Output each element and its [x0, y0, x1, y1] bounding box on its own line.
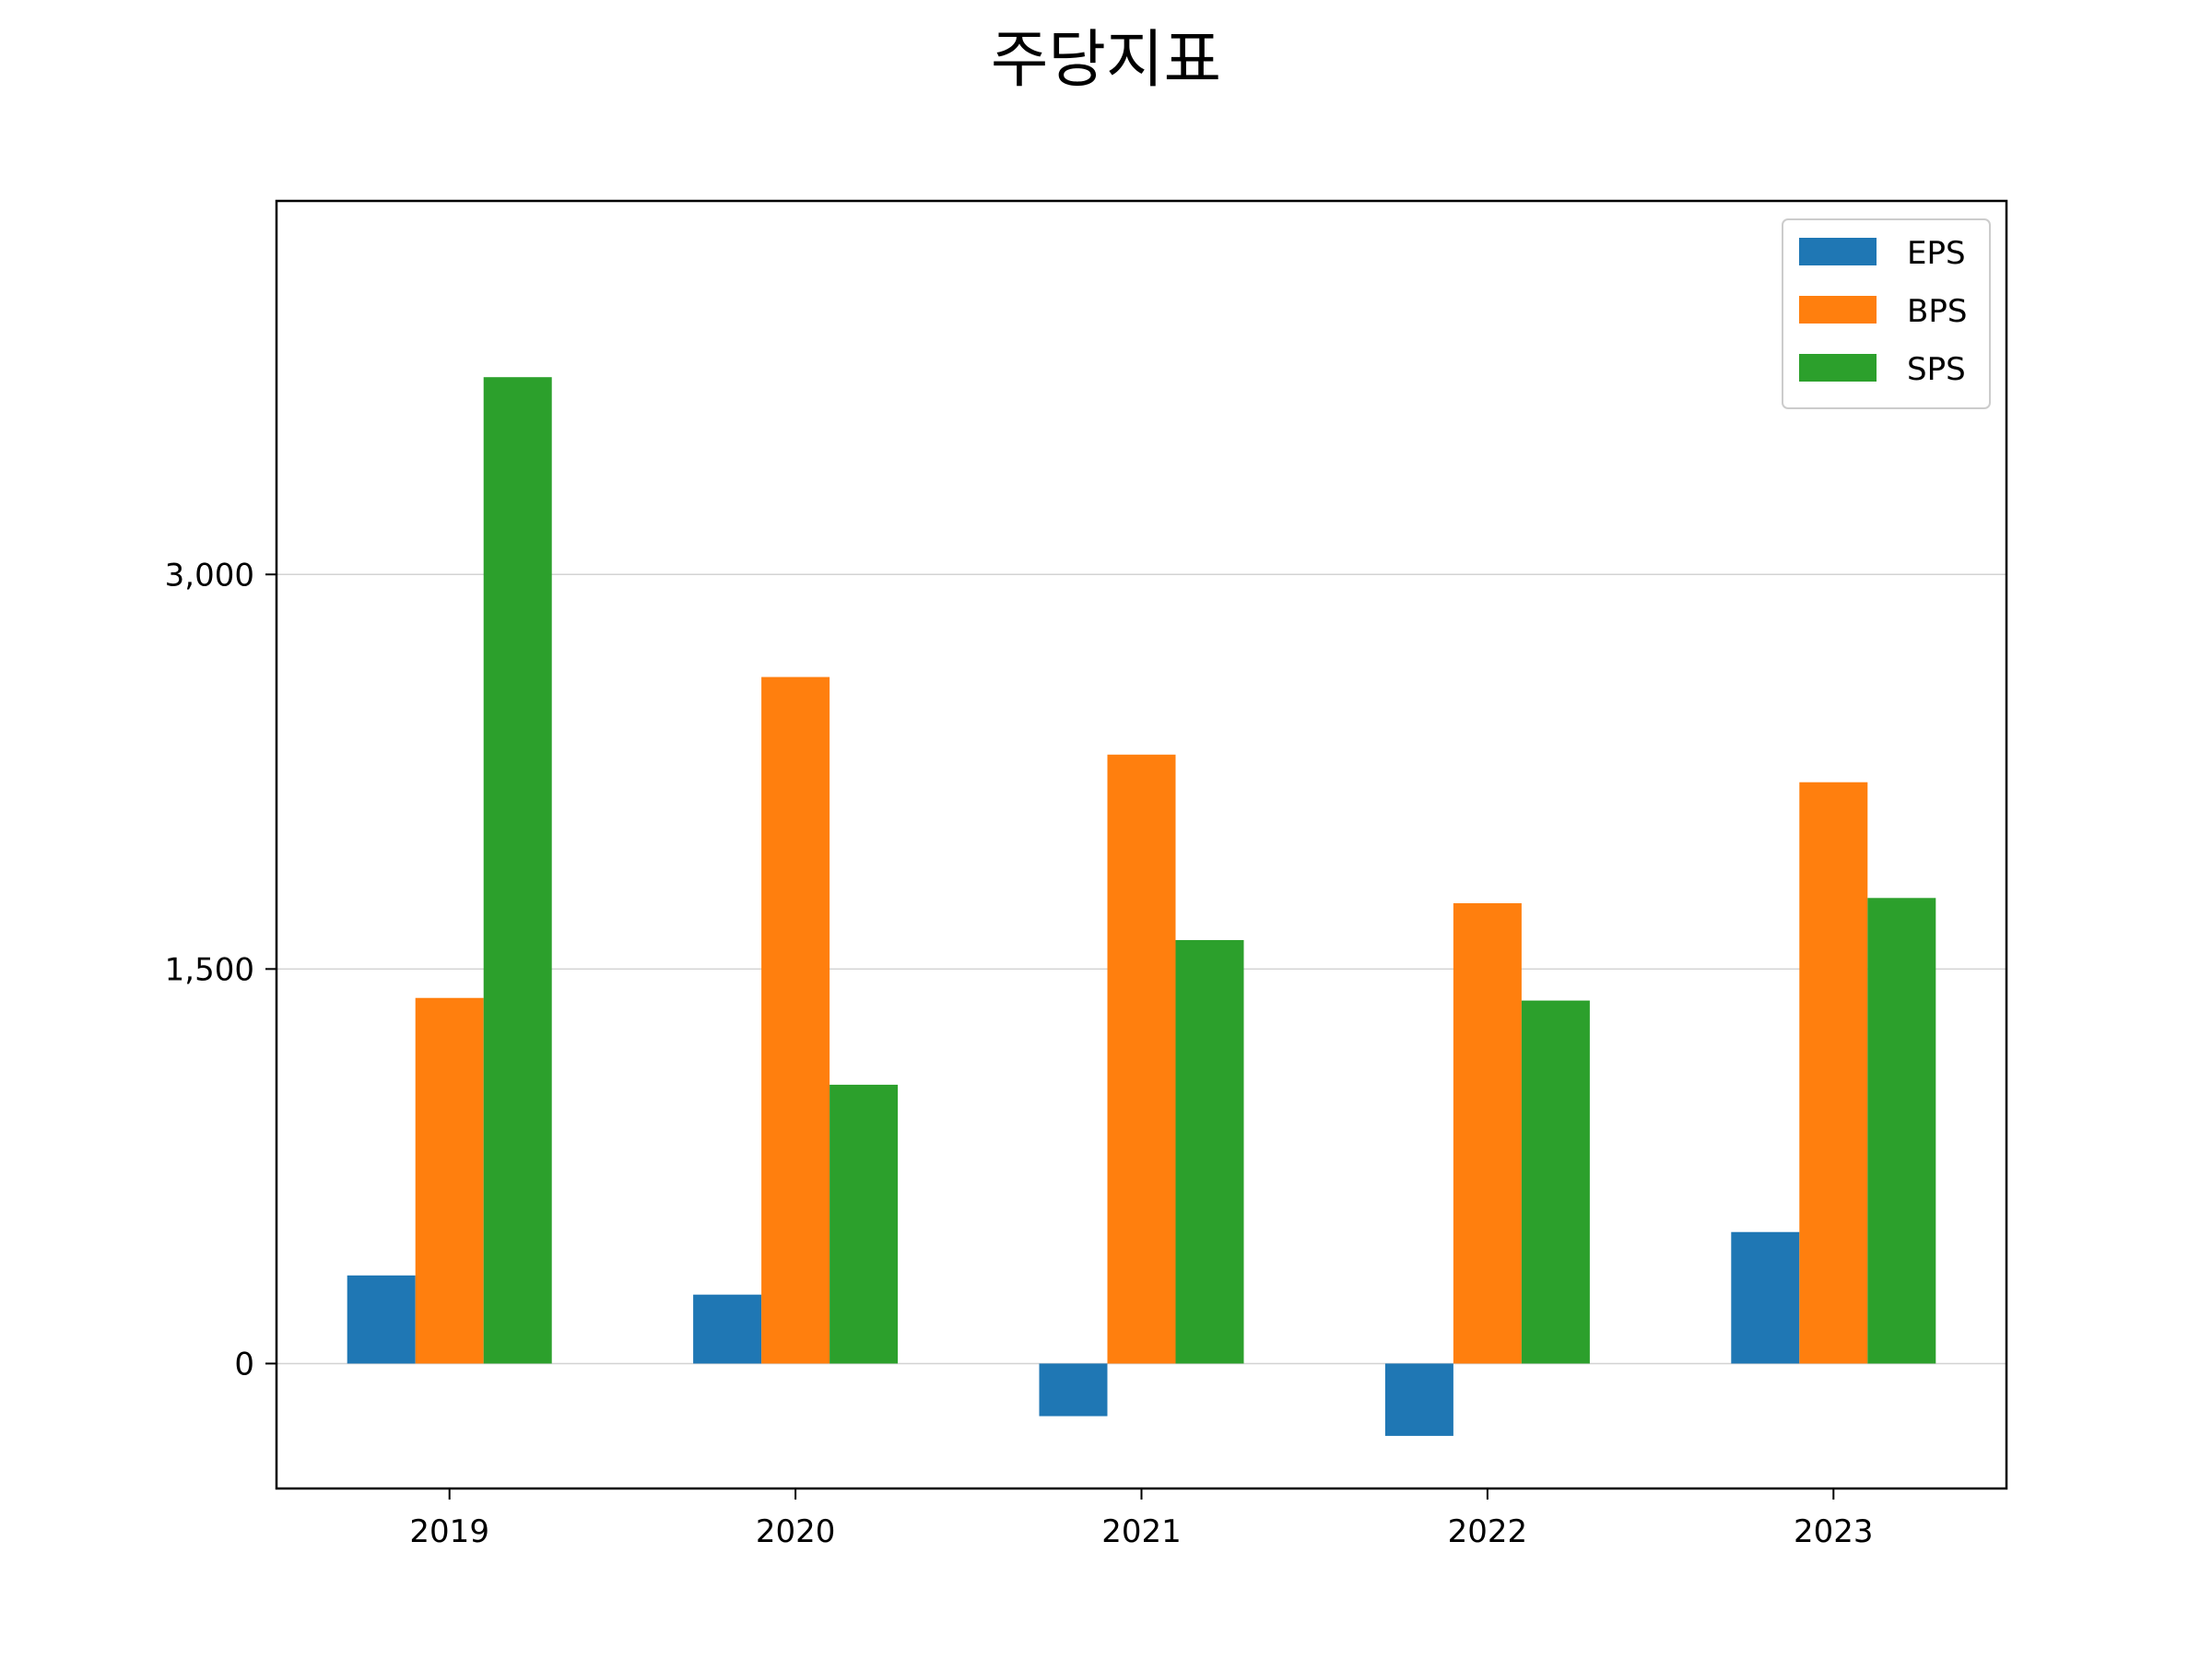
bar-eps-2019 — [347, 1275, 416, 1364]
legend: EPS BPS SPS — [1782, 218, 1991, 409]
y-tick-label: 0 — [234, 1346, 254, 1382]
bar-bps-2022 — [1453, 903, 1522, 1364]
bar-eps-2022 — [1384, 1363, 1453, 1436]
bar-bps-2023 — [1799, 782, 1868, 1364]
bars — [347, 377, 1936, 1436]
bar-eps-2021 — [1039, 1363, 1108, 1417]
bar-sps-2020 — [830, 1084, 899, 1364]
y-tick-label: 1,500 — [165, 951, 254, 988]
x-tick-label: 2019 — [409, 1513, 489, 1550]
bar-bps-2019 — [415, 997, 484, 1364]
legend-label-bps: BPS — [1907, 293, 1967, 330]
bar-bps-2020 — [761, 677, 830, 1364]
bar-sps-2022 — [1521, 1000, 1590, 1364]
legend-label-eps: EPS — [1907, 235, 1966, 272]
legend-swatch-sps — [1799, 354, 1877, 382]
chart-title: 주당지표 — [991, 24, 1221, 97]
legend-label-sps: SPS — [1907, 351, 1966, 388]
x-tick-label: 2023 — [1794, 1513, 1874, 1550]
legend-swatch-bps — [1799, 296, 1877, 324]
bar-sps-2021 — [1175, 939, 1244, 1364]
axes: 0 1,500 3,000 2019 2020 2021 2022 2023 — [165, 199, 2008, 1550]
x-tick-label: 2021 — [1101, 1513, 1182, 1550]
plot-frame — [275, 199, 2008, 1490]
bar-eps-2023 — [1731, 1231, 1800, 1364]
legend-swatch-eps — [1799, 238, 1877, 265]
bar-sps-2019 — [483, 377, 552, 1364]
x-tick-label: 2022 — [1448, 1513, 1528, 1550]
bar-bps-2021 — [1107, 754, 1176, 1364]
bar-eps-2020 — [693, 1294, 762, 1364]
x-tick-label: 2020 — [756, 1513, 836, 1550]
y-tick-label: 3,000 — [165, 557, 254, 594]
bar-sps-2023 — [1867, 898, 1936, 1364]
